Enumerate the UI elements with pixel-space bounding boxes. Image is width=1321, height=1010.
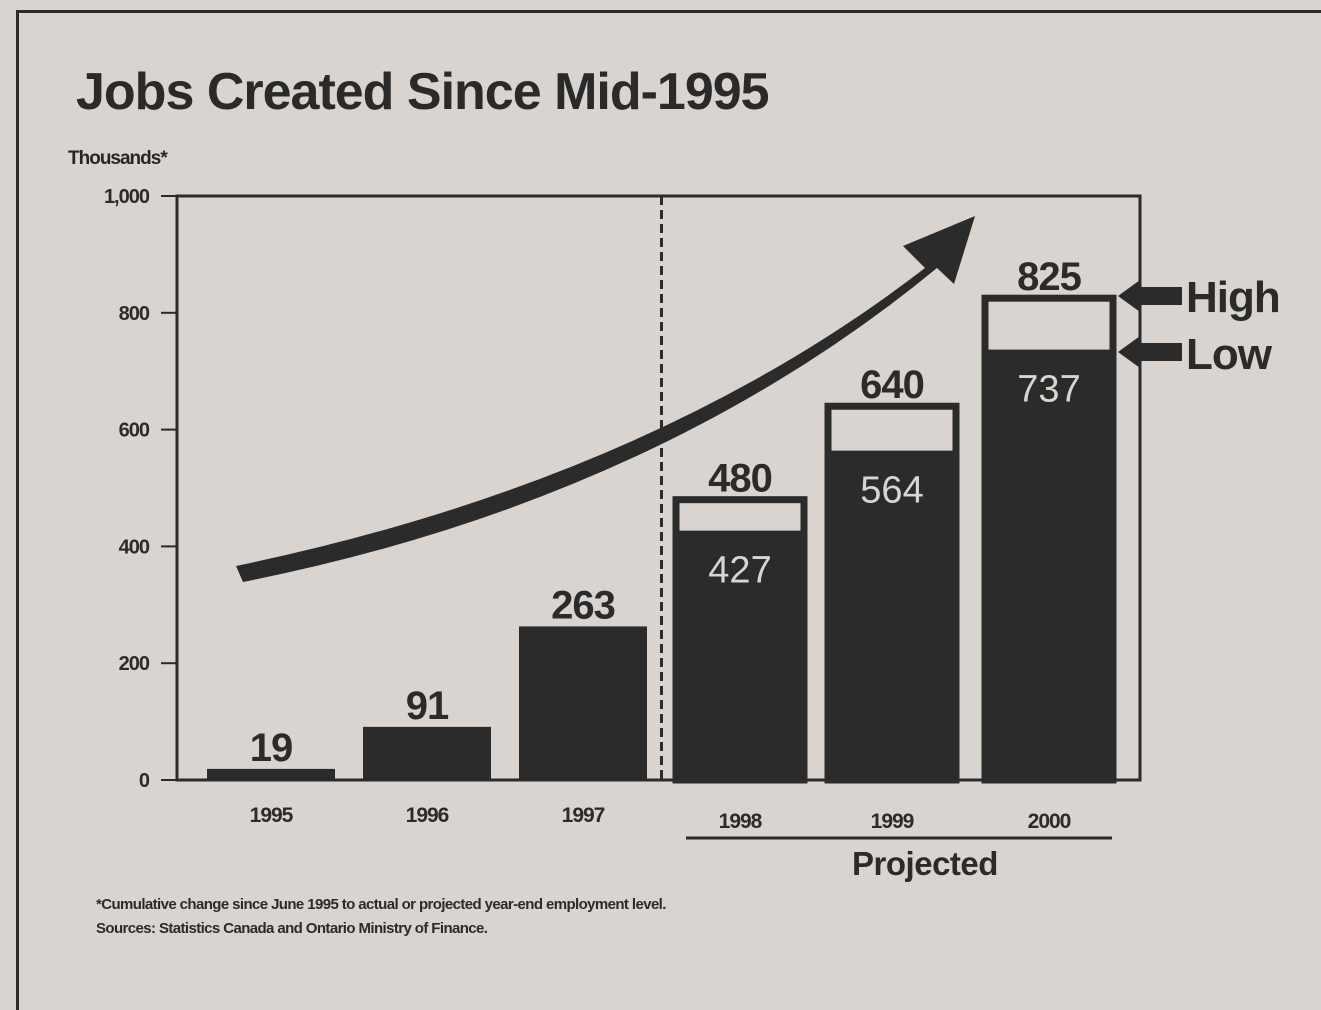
projected-label: Projected	[852, 845, 998, 882]
chart-title: Jobs Created Since Mid-1995	[76, 63, 770, 121]
value-label: 19	[250, 726, 293, 770]
bar-1995	[207, 768, 335, 780]
y-tick-label: 400	[119, 536, 150, 558]
value-label: 263	[551, 583, 615, 627]
y-tick-label: 1,000	[104, 186, 150, 208]
x-tick-label: 1997	[562, 804, 605, 827]
bar-low-2000	[985, 349, 1113, 780]
y-axis-unit-label: Thousands*	[68, 148, 168, 169]
high-arrow-icon	[1118, 280, 1182, 312]
plot-area	[175, 194, 1142, 782]
source-note: Sources: Statistics Canada and Ontario M…	[96, 920, 488, 937]
bar-low-1998	[676, 530, 804, 780]
bar-low-1999	[828, 450, 956, 780]
bar-1996	[363, 726, 491, 780]
x-tick-label: 1996	[406, 804, 449, 827]
low-value-label: 737	[1017, 369, 1080, 411]
legend-low-label: Low	[1186, 330, 1273, 379]
x-tick-label: 1998	[719, 810, 763, 833]
y-tick-label: 800	[119, 303, 150, 325]
low-value-label: 427	[708, 550, 771, 592]
y-tick-label: 200	[119, 653, 150, 675]
legend-high-label: High	[1186, 273, 1280, 322]
footnote: *Cumulative change since June 1995 to ac…	[96, 896, 666, 913]
x-tick-label: 1999	[871, 810, 914, 833]
value-label: 825	[1017, 255, 1081, 299]
x-tick-label: 2000	[1028, 810, 1071, 833]
value-label: 640	[860, 363, 924, 407]
chart-frame	[16, 10, 1321, 1010]
x-tick-label: 1995	[250, 804, 294, 827]
bar-1997	[519, 626, 647, 780]
y-tick-label: 0	[139, 770, 150, 792]
low-arrow-icon	[1118, 336, 1182, 368]
value-label: 480	[708, 457, 772, 501]
low-value-label: 564	[860, 470, 923, 512]
value-label: 91	[406, 684, 449, 728]
y-tick-label: 600	[119, 420, 150, 442]
